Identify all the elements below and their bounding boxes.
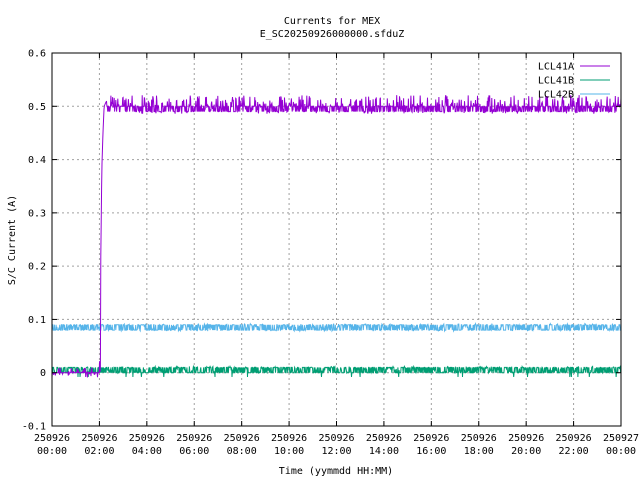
x-tick-label-date: 250926: [271, 433, 307, 444]
legend-label: LCL42B: [538, 90, 574, 101]
x-tick-label-date: 250926: [413, 433, 449, 444]
x-tick-label-time: 04:00: [132, 446, 162, 457]
x-tick-label-time: 02:00: [84, 446, 114, 457]
x-tick-label-date: 250926: [318, 433, 354, 444]
x-tick-label-time: 10:00: [274, 446, 304, 457]
x-tick-label-date: 250926: [81, 433, 117, 444]
legend: LCL41A LCL41B LCL42B: [538, 62, 610, 101]
x-axis-ticks: 250926 00:00 250926 02:00 250926 04:00 250926 0…: [34, 53, 639, 457]
x-tick-label-date: 250926: [366, 433, 402, 444]
grid: [52, 53, 621, 426]
y-tick-label: 0.1: [28, 315, 46, 326]
x-tick-label-date: 250926: [34, 433, 70, 444]
y-tick-label: 0.4: [28, 155, 46, 166]
y-tick-label: -0.1: [22, 422, 46, 433]
x-tick-label-date: 250926: [129, 433, 165, 444]
x-tick-label-time: 16:00: [416, 446, 446, 457]
x-tick-label-date: 250926: [556, 433, 592, 444]
series-lcl41b: [51, 364, 622, 378]
x-tick-label-date: 250926: [176, 433, 212, 444]
chart-subtitle: E_SC20250926000000.sfduZ: [260, 29, 405, 40]
x-tick-label-date: 250926: [461, 433, 497, 444]
x-tick-label-date: 250927: [603, 433, 639, 444]
x-axis-label: Time (yymmdd HH:MM): [279, 466, 393, 477]
x-tick-label-time: 00:00: [606, 446, 636, 457]
x-tick-label-time: 14:00: [369, 446, 399, 457]
x-tick-label-time: 20:00: [511, 446, 541, 457]
legend-label: LCL41B: [538, 76, 574, 87]
x-tick-label-time: 00:00: [37, 446, 67, 457]
y-axis-label: S/C Current (A): [7, 195, 18, 285]
series-lcl42b: [51, 322, 622, 333]
y-tick-label: 0.3: [28, 208, 46, 219]
chart-title: Currents for MEX: [284, 16, 380, 27]
y-tick-label: 0.5: [28, 102, 46, 113]
x-tick-label-date: 250926: [224, 433, 260, 444]
series-layer: [51, 95, 622, 378]
x-tick-label-date: 250926: [508, 433, 544, 444]
x-tick-label-time: 22:00: [559, 446, 589, 457]
x-tick-label-time: 06:00: [179, 446, 209, 457]
series-lcl41a: [51, 95, 622, 378]
y-tick-label: 0.2: [28, 262, 46, 273]
x-tick-label-time: 18:00: [464, 446, 494, 457]
x-tick-label-time: 08:00: [227, 446, 257, 457]
y-tick-label: 0: [40, 368, 46, 379]
x-tick-label-time: 12:00: [321, 446, 351, 457]
legend-label: LCL41A: [538, 62, 574, 73]
y-axis-ticks: -0.1 0 0.1 0.2 0.3 0.4 0.5 0.6: [22, 49, 621, 433]
y-tick-label: 0.6: [28, 49, 46, 60]
